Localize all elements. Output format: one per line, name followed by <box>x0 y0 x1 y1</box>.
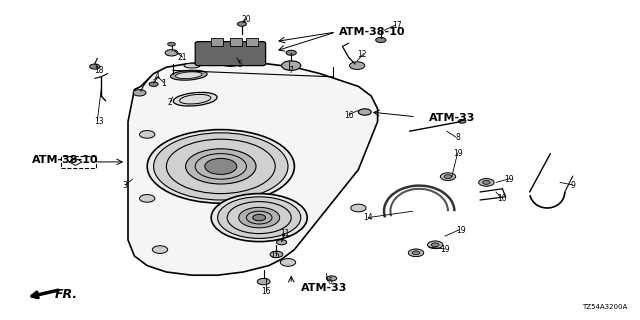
Circle shape <box>253 214 266 221</box>
Circle shape <box>152 246 168 253</box>
Circle shape <box>458 119 466 123</box>
Ellipse shape <box>170 70 207 80</box>
Circle shape <box>440 173 456 180</box>
Text: 9: 9 <box>570 181 575 190</box>
Circle shape <box>147 130 294 203</box>
Circle shape <box>276 240 287 245</box>
Text: ATM-33: ATM-33 <box>429 113 475 124</box>
Bar <box>61 156 96 168</box>
Text: 15: 15 <box>270 252 280 260</box>
Text: 6: 6 <box>327 277 332 286</box>
Circle shape <box>239 207 280 228</box>
Bar <box>246 38 258 46</box>
Circle shape <box>211 194 307 242</box>
Circle shape <box>186 149 256 184</box>
Polygon shape <box>128 61 378 275</box>
Text: 19: 19 <box>456 226 466 235</box>
Text: FR.: FR. <box>54 288 77 301</box>
Text: 2: 2 <box>167 98 172 107</box>
Circle shape <box>280 259 296 266</box>
Circle shape <box>358 109 371 115</box>
Circle shape <box>257 278 270 285</box>
Text: ATM-38-10: ATM-38-10 <box>339 27 406 37</box>
Text: 8: 8 <box>455 133 460 142</box>
Text: 19: 19 <box>452 149 463 158</box>
Bar <box>211 38 223 46</box>
Text: ATM-33: ATM-33 <box>301 283 347 293</box>
Circle shape <box>90 64 100 69</box>
Circle shape <box>154 133 288 200</box>
FancyBboxPatch shape <box>195 42 266 66</box>
Circle shape <box>444 175 452 179</box>
Circle shape <box>149 82 158 86</box>
Text: 20: 20 <box>241 15 252 24</box>
Circle shape <box>479 179 494 186</box>
Circle shape <box>133 90 146 96</box>
Text: 21: 21 <box>178 53 187 62</box>
Circle shape <box>168 42 175 46</box>
Text: 4: 4 <box>154 72 159 81</box>
Bar <box>230 38 242 46</box>
Circle shape <box>205 158 237 174</box>
Text: 16: 16 <box>344 111 354 120</box>
Text: 19: 19 <box>504 175 514 184</box>
Text: ATM-38-10: ATM-38-10 <box>32 155 99 165</box>
Circle shape <box>286 50 296 55</box>
Circle shape <box>412 251 420 255</box>
Text: 12: 12 <box>357 50 366 59</box>
Text: 10: 10 <box>497 194 508 203</box>
Circle shape <box>270 251 283 258</box>
Text: 16: 16 <box>260 287 271 296</box>
Text: 1: 1 <box>161 79 166 88</box>
Text: 5: 5 <box>237 60 243 68</box>
Ellipse shape <box>223 61 238 67</box>
Circle shape <box>237 22 246 26</box>
Text: TZ54A3200A: TZ54A3200A <box>582 304 627 310</box>
Circle shape <box>431 243 439 247</box>
Text: 11: 11 <box>280 229 289 238</box>
Circle shape <box>218 197 301 238</box>
Ellipse shape <box>175 72 202 79</box>
Circle shape <box>483 180 490 184</box>
Text: 14: 14 <box>363 213 373 222</box>
Text: 18: 18 <box>95 66 104 75</box>
Text: 7: 7 <box>289 66 294 75</box>
Text: 17: 17 <box>392 21 402 30</box>
Text: 3: 3 <box>122 181 127 190</box>
Circle shape <box>165 50 178 56</box>
Circle shape <box>376 37 386 43</box>
Text: 19: 19 <box>440 245 450 254</box>
Circle shape <box>428 241 443 249</box>
Ellipse shape <box>173 92 217 106</box>
Text: 13: 13 <box>94 117 104 126</box>
Circle shape <box>140 195 155 202</box>
Circle shape <box>408 249 424 257</box>
Circle shape <box>282 61 301 70</box>
Ellipse shape <box>184 63 200 68</box>
Circle shape <box>351 204 366 212</box>
Circle shape <box>349 62 365 69</box>
Circle shape <box>326 276 337 281</box>
Circle shape <box>140 131 155 138</box>
